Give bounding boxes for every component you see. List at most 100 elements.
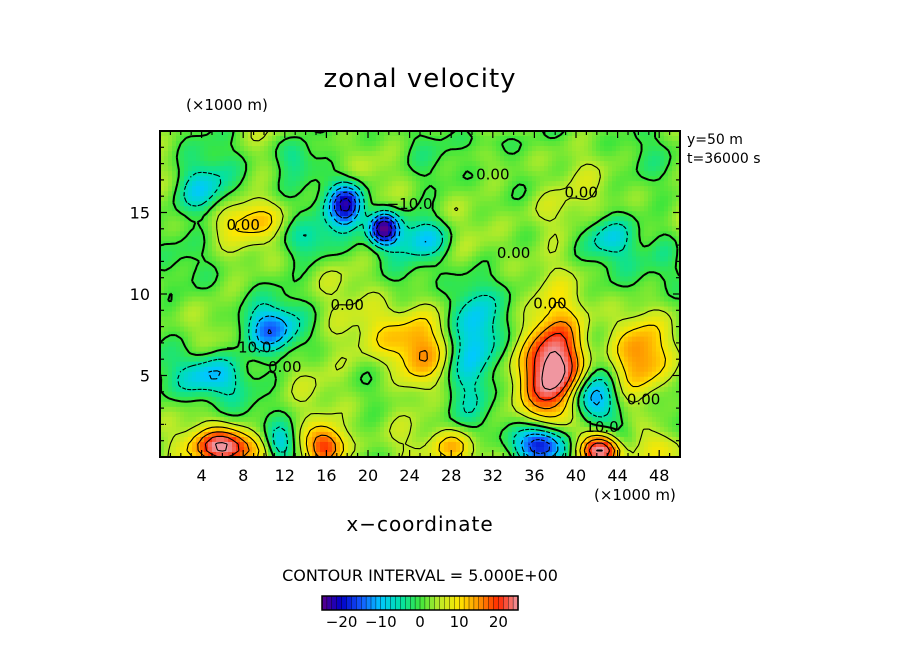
heatmap-cell bbox=[280, 311, 285, 318]
heatmap-cell bbox=[252, 151, 257, 157]
heatmap-cell bbox=[360, 151, 365, 157]
heatmap-cell bbox=[580, 146, 585, 152]
heatmap-cell bbox=[388, 236, 393, 242]
heatmap-cell bbox=[352, 236, 357, 242]
heatmap-cell bbox=[360, 286, 365, 293]
heatmap-cell bbox=[460, 166, 465, 172]
heatmap-cell bbox=[468, 186, 473, 192]
heatmap-cell bbox=[604, 286, 609, 293]
heatmap-cell bbox=[432, 216, 437, 222]
heatmap-cell bbox=[224, 266, 229, 273]
heatmap-cell bbox=[468, 311, 473, 318]
heatmap-cell bbox=[160, 206, 165, 212]
heatmap-cell bbox=[188, 261, 193, 268]
heatmap-cell bbox=[408, 211, 413, 217]
heatmap-cell bbox=[324, 291, 329, 298]
heatmap-cell bbox=[304, 256, 309, 262]
heatmap-cell bbox=[228, 171, 233, 177]
heatmap-cell bbox=[248, 191, 253, 197]
heatmap-cell bbox=[636, 306, 641, 313]
heatmap-cell bbox=[260, 296, 265, 303]
heatmap-cell bbox=[304, 151, 309, 157]
heatmap-cell bbox=[272, 286, 277, 293]
heatmap-cell bbox=[452, 186, 457, 192]
heatmap-cell bbox=[572, 171, 577, 177]
heatmap-cell bbox=[336, 221, 341, 227]
heatmap-cell bbox=[196, 246, 201, 252]
heatmap-cell bbox=[300, 201, 305, 207]
heatmap-cell bbox=[268, 161, 273, 167]
heatmap-cell bbox=[560, 196, 565, 202]
heatmap-cell bbox=[676, 231, 681, 237]
heatmap-cell bbox=[296, 301, 301, 308]
heatmap-cell bbox=[492, 306, 497, 313]
heatmap-cell bbox=[456, 216, 461, 222]
heatmap-cell bbox=[660, 246, 665, 252]
heatmap-cell bbox=[488, 221, 493, 227]
heatmap-cell bbox=[268, 176, 273, 182]
heatmap-cell bbox=[300, 161, 305, 167]
heatmap-cell bbox=[456, 196, 461, 202]
heatmap-cell bbox=[408, 271, 413, 278]
heatmap-cell bbox=[544, 211, 549, 217]
heatmap-cell bbox=[296, 151, 301, 157]
heatmap-cell bbox=[644, 186, 649, 192]
heatmap-cell bbox=[400, 291, 405, 298]
heatmap-cell bbox=[240, 241, 245, 247]
heatmap-cell bbox=[432, 231, 437, 237]
heatmap-cell bbox=[292, 246, 297, 252]
heatmap-cell bbox=[296, 306, 301, 313]
heatmap-cell bbox=[428, 291, 433, 298]
heatmap-cell bbox=[268, 156, 273, 162]
heatmap-cell bbox=[492, 261, 497, 268]
heatmap-cell bbox=[220, 136, 225, 142]
heatmap-cell bbox=[344, 151, 349, 157]
heatmap-cell bbox=[244, 236, 249, 242]
heatmap-cell bbox=[308, 171, 313, 177]
heatmap-cell bbox=[312, 226, 317, 232]
heatmap-cell bbox=[636, 181, 641, 187]
heatmap-cell bbox=[580, 301, 585, 308]
heatmap-cell bbox=[176, 131, 181, 137]
heatmap-cell bbox=[300, 291, 305, 298]
heatmap-cell bbox=[520, 241, 525, 247]
heatmap-cell bbox=[340, 256, 345, 262]
heatmap-cell bbox=[656, 156, 661, 162]
heatmap-cell bbox=[412, 281, 417, 288]
heatmap-cell bbox=[224, 151, 229, 157]
heatmap-cell bbox=[420, 141, 425, 147]
heatmap-cell bbox=[160, 156, 165, 162]
heatmap-cell bbox=[524, 246, 529, 252]
heatmap-cell bbox=[468, 286, 473, 293]
heatmap-cell bbox=[168, 271, 173, 278]
heatmap-cell bbox=[232, 131, 237, 137]
heatmap-cell bbox=[464, 246, 469, 252]
heatmap-cell bbox=[216, 281, 221, 288]
heatmap-cell bbox=[344, 231, 349, 237]
heatmap-cell bbox=[280, 201, 285, 207]
heatmap-cell bbox=[328, 276, 333, 283]
heatmap-cell bbox=[528, 136, 533, 142]
heatmap-cell bbox=[268, 136, 273, 142]
heatmap-cell bbox=[668, 236, 673, 242]
heatmap-cell bbox=[328, 286, 333, 293]
heatmap-cell bbox=[676, 176, 681, 182]
heatmap-cell bbox=[232, 161, 237, 167]
heatmap-cell bbox=[396, 256, 401, 262]
heatmap-cell bbox=[340, 131, 345, 137]
heatmap-cell bbox=[292, 301, 297, 308]
heatmap-cell bbox=[392, 156, 397, 162]
heatmap-cell bbox=[452, 156, 457, 162]
heatmap-cell bbox=[304, 216, 309, 222]
heatmap-cell bbox=[456, 221, 461, 227]
heatmap-cell bbox=[608, 196, 613, 202]
heatmap-cell bbox=[596, 286, 601, 293]
heatmap-cell bbox=[472, 166, 477, 172]
heatmap-cell bbox=[484, 236, 489, 242]
heatmap-cell bbox=[268, 201, 273, 207]
heatmap-cell bbox=[176, 246, 181, 252]
heatmap-cell bbox=[232, 281, 237, 288]
heatmap-cell bbox=[436, 131, 441, 137]
heatmap-cell bbox=[652, 286, 657, 293]
heatmap-cell bbox=[272, 316, 277, 323]
